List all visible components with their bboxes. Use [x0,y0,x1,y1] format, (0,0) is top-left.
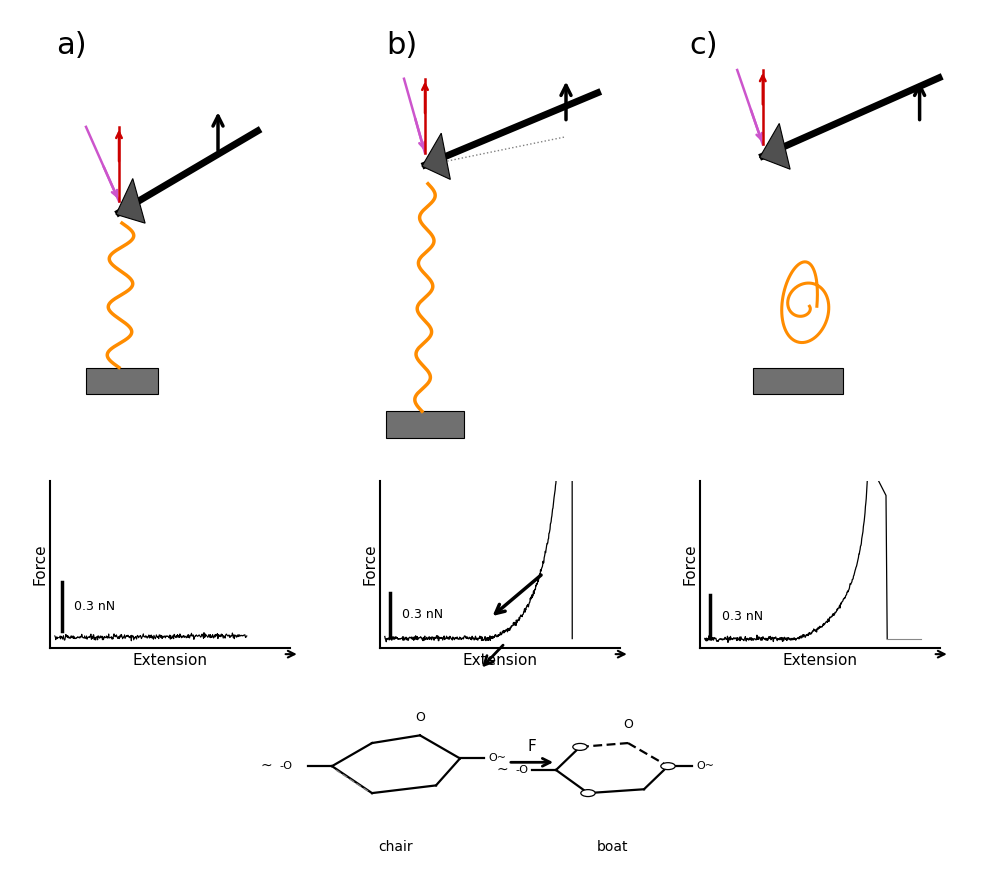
Text: 0.3 nN: 0.3 nN [402,608,443,621]
Text: c): c) [689,31,718,60]
Polygon shape [760,123,790,169]
Text: -O: -O [279,761,292,771]
Bar [86,368,158,394]
Text: O~: O~ [696,761,714,771]
Bar [386,411,464,438]
Text: a): a) [56,31,87,60]
Y-axis label: Force: Force [682,543,697,585]
Text: 0.3 nN: 0.3 nN [74,600,115,613]
Text: 0.3 nN: 0.3 nN [722,610,763,623]
Bar [753,368,843,394]
Text: O~: O~ [488,753,506,764]
Text: O: O [415,710,425,724]
Text: ~: ~ [260,760,272,774]
Text: F: F [528,739,536,754]
Text: boat: boat [596,840,628,854]
Polygon shape [422,133,450,179]
X-axis label: Extension: Extension [132,653,208,668]
Text: chair: chair [379,840,413,854]
Circle shape [573,744,587,751]
Y-axis label: Force: Force [32,543,47,585]
Polygon shape [116,178,145,223]
Text: ~: ~ [496,763,508,777]
Y-axis label: Force: Force [362,543,377,585]
Text: -O: -O [515,765,528,775]
Circle shape [581,789,595,796]
Circle shape [661,763,675,770]
Text: b): b) [386,31,417,60]
X-axis label: Extension: Extension [782,653,858,668]
X-axis label: Extension: Extension [462,653,538,668]
Text: O: O [623,718,633,732]
